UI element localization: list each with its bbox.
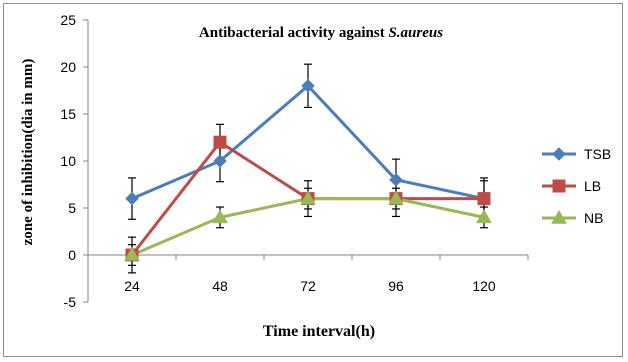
legend-label-lb: LB: [584, 178, 601, 194]
data-point-tsb: [389, 173, 403, 187]
x-tick-label: 48: [212, 278, 228, 294]
y-tick-label: 10: [60, 153, 76, 169]
data-point-nb: [212, 209, 228, 224]
legend-label-tsb: TSB: [584, 146, 611, 162]
chart-title: Antibacterial activity against S.aureus: [199, 25, 443, 41]
legend-marker-tsb: [552, 147, 566, 161]
x-tick-label: 72: [300, 278, 316, 294]
legend-marker-nb: [551, 209, 567, 224]
data-point-nb: [388, 190, 404, 205]
data-point-lb: [477, 192, 491, 206]
data-point-nb: [124, 246, 140, 261]
x-tick-label: 24: [124, 278, 140, 294]
chart-title-italic: S.aureus: [388, 25, 443, 41]
y-axis-label: zone of inhibition(dia in mm): [20, 59, 36, 246]
y-tick-label: 0: [68, 247, 76, 263]
x-axis-label: Time interval(h): [263, 323, 375, 340]
chart-title-main: Antibacterial activity against: [199, 25, 389, 41]
plot-area: -5 0 5 10 15 20 25 24 48 72 96 120: [60, 12, 529, 310]
line-chart: Antibacterial activity against S.aureus …: [20, 12, 611, 340]
chart-frame: Antibacterial activity against S.aureus …: [3, 3, 623, 357]
x-tick-label: 120: [472, 278, 496, 294]
data-point-lb: [213, 135, 227, 149]
y-tick-label: 20: [60, 59, 76, 75]
legend-marker-lb: [552, 179, 566, 193]
data-point-tsb: [125, 191, 139, 206]
y-tick-label: 25: [60, 12, 76, 28]
data-point-tsb: [213, 154, 227, 168]
data-point-tsb: [301, 79, 315, 93]
x-tick-label: 96: [388, 278, 404, 294]
y-tick-label: 15: [60, 106, 76, 122]
y-tick-label: -5: [64, 294, 77, 310]
data-point-nb: [476, 209, 492, 224]
legend-label-nb: NB: [584, 210, 603, 226]
data-point-nb: [300, 190, 316, 205]
y-tick-label: 5: [68, 200, 76, 216]
legend: TSB LB NB: [542, 146, 611, 226]
